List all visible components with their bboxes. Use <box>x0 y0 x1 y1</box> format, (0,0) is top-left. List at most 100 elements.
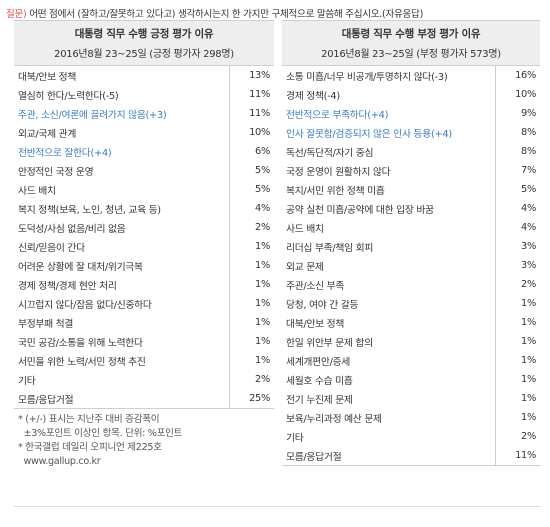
reason-label: 경제 정책(-4) <box>286 90 340 102</box>
reason-label: 주관, 소신/여론에 끌려가지 않음(+3) <box>18 109 167 121</box>
reason-label: 소통 미흡/너무 비공개/투명하지 않다(-3) <box>286 71 448 83</box>
table-row: 한일 위안부 문제 합의 1% <box>282 332 540 351</box>
reason-percent: 1% <box>495 370 540 389</box>
negative-subtitle: 2016년8월 23~25일 (부정 평가자 573명) <box>321 49 501 60</box>
reason-percent: 1% <box>495 313 540 332</box>
reason-label: 서민을 위한 노력/서민 정책 추진 <box>18 356 146 368</box>
reason-percent: 1% <box>229 351 274 370</box>
reason-label: 어려운 상황에 잘 대처/위기극복 <box>18 261 143 273</box>
reason-label: 국민 공감/소통을 위해 노력한다 <box>18 337 143 349</box>
table-row: 기타 2% <box>282 427 540 446</box>
reason-percent: 1% <box>495 389 540 408</box>
table-row: 국민 공감/소통을 위해 노력한다 1% <box>14 332 274 351</box>
table-row: 경제 정책(-4) 10% <box>282 85 540 104</box>
reason-percent: 2% <box>495 275 540 294</box>
table-row: 소통 미흡/너무 비공개/투명하지 않다(-3) 16% <box>282 66 540 85</box>
table-row: 공약 실천 미흡/공약에 대한 입장 바꿈 4% <box>282 199 540 218</box>
reason-percent: 1% <box>229 275 274 294</box>
reason-label: 공약 실천 미흡/공약에 대한 입장 바꿈 <box>286 204 434 216</box>
negative-header: 대통령 직무 수행 부정 평가 이유 2016년8월 23~25일 (부정 평가… <box>282 20 540 66</box>
reason-percent: 2% <box>495 427 540 446</box>
positive-panel: 대통령 직무 수행 긍정 평가 이유 2016년8월 23~25일 (긍정 평가… <box>14 20 274 469</box>
reason-percent: 16% <box>495 66 540 85</box>
table-row: 시끄럽지 않다/잡음 없다/신중하다 1% <box>14 294 274 313</box>
reason-label: 외교 문제 <box>286 261 324 273</box>
reason-label: 복지 정책(보육, 노인, 청년, 교육 등) <box>18 204 161 216</box>
reason-percent: 1% <box>495 294 540 313</box>
reason-label: 대북/안보 정책 <box>286 318 345 330</box>
table-row: 보육/누리과정 예산 문제 1% <box>282 408 540 427</box>
reason-percent: 5% <box>229 180 274 199</box>
reason-label: 보육/누리과정 예산 문제 <box>286 413 382 425</box>
table-row: 리더십 부족/책임 회피 3% <box>282 237 540 256</box>
reason-percent: 11% <box>495 446 540 465</box>
reason-label: 전기 누진제 문제 <box>286 394 353 406</box>
table-row: 모름/응답거절 11% <box>282 446 540 466</box>
reason-label: 모름/응답거절 <box>18 394 74 406</box>
reason-percent: 10% <box>495 85 540 104</box>
reason-percent: 6% <box>229 142 274 161</box>
reason-percent: 5% <box>229 161 274 180</box>
reason-percent: 8% <box>495 123 540 142</box>
positive-reason-list: 대북/안보 정책 13% 열심히 한다/노력한다(-5) 11% 주관, 소신/여론에 … <box>14 66 274 409</box>
reason-label: 열심히 한다/노력한다(-5) <box>18 90 119 102</box>
table-row: 인사 잘못함/검증되지 않은 인사 등용(+4) 8% <box>282 123 540 142</box>
reason-percent: 7% <box>495 161 540 180</box>
reason-percent: 10% <box>229 123 274 142</box>
table-row: 서민을 위한 노력/서민 정책 추진 1% <box>14 351 274 370</box>
table-row: 복지 정책(보육, 노인, 청년, 교육 등) 4% <box>14 199 274 218</box>
reason-label: 신뢰/믿음이 간다 <box>18 242 85 254</box>
positive-title: 대통령 직무 수행 긍정 평가 이유 <box>74 28 214 40</box>
reason-percent: 5% <box>495 180 540 199</box>
reason-label: 사드 배치 <box>18 185 56 197</box>
reason-percent: 1% <box>229 313 274 332</box>
table-row: 독선/독단적/자기 중심 8% <box>282 142 540 161</box>
reason-label: 리더십 부족/책임 회피 <box>286 242 374 254</box>
question-body: 어떤 점에서 (잘하고/잘못하고 있다고) 생각하시는지 한 가지만 구체적으로… <box>26 9 424 20</box>
table-row: 어려운 상황에 잘 대처/위기극복 1% <box>14 256 274 275</box>
reason-label: 독선/독단적/자기 중심 <box>286 147 374 159</box>
reason-label: 전반적으로 잘한다(+4) <box>18 147 112 159</box>
table-row: 대북/안보 정책 1% <box>282 313 540 332</box>
reason-label: 대북/안보 정책 <box>18 71 77 83</box>
footnote-line: ±3%포인트 이상인 항목. 단위: %포인트 <box>18 428 183 439</box>
reason-percent: 4% <box>229 199 274 218</box>
reason-label: 인사 잘못함/검증되지 않은 인사 등용(+4) <box>286 128 452 140</box>
reason-label: 모름/응답거절 <box>286 451 342 463</box>
reason-percent: 3% <box>495 256 540 275</box>
table-row: 모름/응답거절 25% <box>14 389 274 409</box>
table-row: 당청, 여야 간 갈등 1% <box>282 294 540 313</box>
reason-percent: 1% <box>229 294 274 313</box>
table-row: 안정적인 국정 운영 5% <box>14 161 274 180</box>
reason-percent: 9% <box>495 104 540 123</box>
divider <box>14 506 540 507</box>
table-row: 전기 누진제 문제 1% <box>282 389 540 408</box>
table-row: 국정 운영이 원활하지 않다 7% <box>282 161 540 180</box>
table-row: 주관/소신 부족 2% <box>282 275 540 294</box>
question-tag: 질문) <box>6 9 27 20</box>
table-row: 사드 배치 5% <box>14 180 274 199</box>
table-row: 복지/서민 위한 정책 미흡 5% <box>282 180 540 199</box>
reason-label: 기타 <box>18 375 36 387</box>
table-row: 전반적으로 부족하다(+4) 9% <box>282 104 540 123</box>
reason-percent: 25% <box>229 389 274 408</box>
positive-header: 대통령 직무 수행 긍정 평가 이유 2016년8월 23~25일 (긍정 평가… <box>14 20 274 66</box>
reason-label: 복지/서민 위한 정책 미흡 <box>286 185 385 197</box>
reason-label: 시끄럽지 않다/잡음 없다/신중하다 <box>18 299 152 311</box>
table-row: 외교 문제 3% <box>282 256 540 275</box>
reason-label: 세월호 수습 미흡 <box>286 375 353 387</box>
reason-label: 기타 <box>286 432 304 444</box>
reason-percent: 13% <box>229 66 274 85</box>
table-row: 세월호 수습 미흡 1% <box>282 370 540 389</box>
reason-percent: 4% <box>495 199 540 218</box>
negative-title: 대통령 직무 수행 부정 평가 이유 <box>341 28 481 40</box>
table-row: 외교/국제 관계 10% <box>14 123 274 142</box>
reason-percent: 2% <box>229 218 274 237</box>
reason-label: 전반적으로 부족하다(+4) <box>286 109 389 121</box>
reason-label: 부정부패 척결 <box>18 318 74 330</box>
table-row: 주관, 소신/여론에 끌려가지 않음(+3) 11% <box>14 104 274 123</box>
negative-panel: 대통령 직무 수행 부정 평가 이유 2016년8월 23~25일 (부정 평가… <box>282 20 540 466</box>
reason-percent: 1% <box>495 332 540 351</box>
table-row: 경제 정책/경제 현안 처리 1% <box>14 275 274 294</box>
reason-percent: 1% <box>495 408 540 427</box>
